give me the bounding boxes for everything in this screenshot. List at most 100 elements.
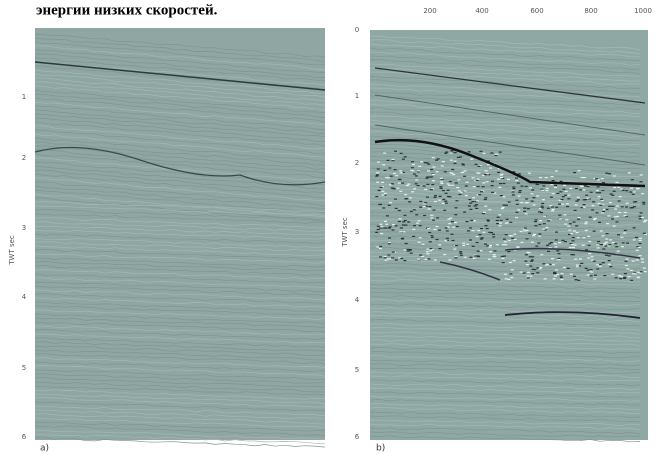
noise-speck [434,195,437,196]
noise-speck [535,246,538,247]
noise-speck [543,216,546,217]
noise-speck [554,273,557,274]
x-tick-label: 200 [423,7,436,15]
noise-speck [497,179,500,180]
noise-speck [491,192,494,193]
panel-label: b) [376,444,385,454]
y-axis-label: TWT sec [341,217,349,248]
noise-speck [412,164,415,165]
noise-speck [404,194,407,195]
noise-speck [519,190,522,191]
noise-speck [529,187,532,188]
noise-speck [434,259,437,260]
noise-speck [388,228,391,229]
noise-speck [588,253,591,254]
noise-speck [462,245,465,246]
noise-speck [546,245,549,246]
noise-speck [575,225,578,226]
noise-speck [451,234,454,235]
noise-speck [536,272,539,273]
noise-speck [596,268,599,269]
noise-speck [554,243,557,244]
noise-speck [639,216,642,217]
noise-speck [413,188,416,189]
noise-speck [455,200,458,201]
noise-speck [432,174,435,175]
noise-speck [488,232,491,233]
noise-speck [411,191,414,192]
noise-speck [439,186,442,187]
noise-speck [419,237,422,238]
noise-speck [424,202,427,203]
noise-speck [440,188,443,189]
noise-speck [511,191,514,192]
noise-speck [492,256,495,257]
y-tick-label: 4 [22,293,27,301]
noise-speck [583,204,586,205]
noise-speck [382,194,385,195]
noise-speck [509,222,512,223]
noise-speck [449,196,452,197]
noise-speck [460,255,463,256]
noise-speck [530,261,533,262]
noise-speck [468,205,471,206]
noise-speck [381,191,384,192]
noise-speck [562,189,565,190]
noise-speck [515,217,518,218]
noise-speck [431,184,434,185]
noise-speck [496,223,499,224]
noise-speck [508,202,511,203]
noise-speck [392,188,395,189]
noise-speck [528,233,531,234]
noise-speck [546,188,549,189]
noise-speck [616,205,619,206]
noise-speck [555,269,558,270]
noise-speck [375,196,378,197]
noise-speck [608,255,611,256]
noise-speck [419,207,422,208]
noise-speck [575,204,578,205]
noise-speck [511,238,514,239]
noise-speck [454,152,457,153]
noise-speck [469,203,472,204]
noise-speck [448,223,451,224]
noise-speck [624,230,627,231]
noise-speck [501,208,504,209]
noise-speck [620,188,623,189]
noise-speck [424,189,427,190]
noise-speck [430,169,433,170]
noise-speck [484,199,487,200]
noise-speck [480,151,483,152]
noise-speck [542,263,545,264]
noise-speck [632,261,635,262]
noise-speck [591,209,594,210]
noise-speck [587,274,590,275]
noise-speck [640,271,643,272]
noise-speck [500,220,503,221]
noise-speck [491,181,494,182]
noise-speck [407,184,410,185]
noise-speck [587,236,590,237]
noise-speck [608,264,611,265]
noise-speck [558,258,561,259]
noise-speck [386,215,389,216]
noise-speck [609,239,612,240]
noise-speck [609,202,612,203]
noise-speck [547,208,550,209]
noise-speck [613,226,616,227]
noise-speck [533,234,536,235]
noise-speck [533,204,536,205]
noise-speck [381,182,384,183]
noise-speck [419,201,422,202]
noise-speck [419,225,422,226]
noise-speck [561,273,564,274]
noise-speck [375,232,378,233]
noise-speck [572,254,575,255]
noise-speck [474,255,477,256]
noise-speck [626,268,629,269]
noise-speck [492,236,495,237]
noise-speck [619,278,622,279]
noise-speck [491,185,494,186]
noise-speck [633,201,636,202]
noise-speck [463,190,466,191]
